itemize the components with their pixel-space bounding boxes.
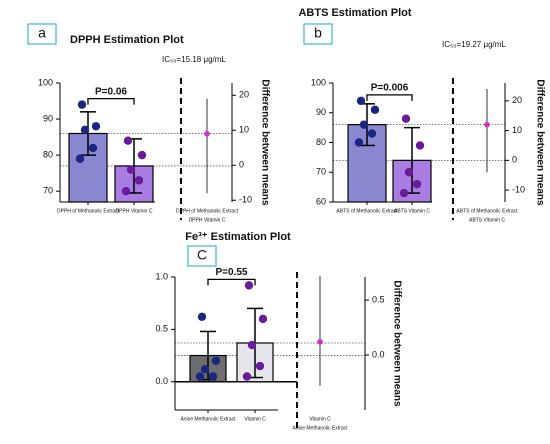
data-point: [255, 361, 265, 371]
data-point: [121, 186, 131, 196]
data-point: [208, 372, 218, 381]
y-tick-label: 60: [316, 196, 326, 206]
y-tick-label: 1.0: [155, 271, 168, 281]
y2-tick-label: 0.0: [372, 349, 385, 359]
y-tick-label: 0.5: [155, 324, 168, 334]
data-point: [404, 168, 414, 177]
data-point: [412, 179, 422, 189]
y-tick-label: 90: [43, 113, 53, 123]
difference-label: DPPH of Methanolic Extract: [176, 208, 239, 214]
y-tick-label: 70: [43, 186, 53, 196]
data-point: [359, 120, 369, 129]
data-point: [244, 281, 254, 290]
y2-tick-label: 20: [512, 95, 522, 105]
data-point: [370, 105, 380, 114]
data-point: [399, 188, 409, 198]
p-value: P=0.06: [95, 86, 127, 97]
data-point: [247, 340, 257, 350]
y2-tick-label: 0.5: [372, 294, 385, 304]
p-bracket: [87, 97, 135, 105]
data-point: [80, 125, 90, 135]
data-point: [415, 141, 425, 150]
y2-axis-title: Difference between means: [534, 79, 545, 206]
data-point: [134, 176, 144, 185]
y-tick-label: 100: [311, 77, 326, 87]
difference-point: [317, 339, 323, 345]
x-tick-label: DPPH Vitamin C: [116, 208, 153, 214]
data-point: [367, 129, 377, 138]
panel-title: DPPH Estimation Plot: [70, 34, 184, 46]
data-point: [211, 356, 221, 365]
p-bracket: [207, 278, 256, 286]
difference-label: Vitamin C: [309, 416, 331, 422]
difference-point: [204, 130, 210, 137]
data-point: [200, 364, 210, 374]
y2-tick-label: 0: [239, 160, 244, 170]
x-tick-label: ABTS Vitamin C: [394, 208, 430, 214]
panel-label-box: [303, 23, 333, 45]
y2-tick-label: -10: [239, 195, 252, 205]
panel-label: C: [197, 247, 207, 263]
data-point: [354, 138, 364, 147]
data-point: [258, 314, 268, 324]
x-tick-label: Anise Methanolic Extract: [180, 416, 236, 422]
panel-label-box: [27, 23, 57, 45]
y-tick-label: 90: [316, 107, 326, 117]
data-point: [88, 143, 98, 153]
data-point: [401, 114, 411, 123]
data-point: [195, 372, 205, 381]
data-point: [137, 150, 147, 160]
y2-tick-label: -10: [512, 184, 525, 194]
difference-label: Anise Methanolic Extract: [292, 425, 348, 431]
data-point: [356, 96, 366, 106]
data-point: [91, 122, 101, 131]
p-value: P=0.55: [216, 267, 248, 278]
y2-axis-title: Difference between means: [391, 280, 402, 407]
panel-title: ABTS Estimation Plot: [298, 7, 411, 19]
difference-label: DPPH Vitamin C: [189, 217, 226, 223]
difference-point: [484, 121, 490, 128]
panel-label: b: [314, 25, 322, 41]
x-tick-label: ABTS of Methanolic Extract: [336, 208, 398, 214]
annotation: IC₅₀=15.18 μg/mL: [162, 55, 226, 64]
y2-tick-label: 10: [239, 125, 249, 135]
y-tick-label: 80: [43, 149, 53, 159]
panel-label: a: [38, 25, 46, 41]
difference-label: ABTS Vitamin C: [469, 217, 505, 223]
data-point: [197, 312, 207, 321]
data-point: [77, 100, 87, 109]
x-tick-label: Vitamin C: [244, 416, 266, 422]
y2-tick-label: 10: [512, 125, 522, 135]
y2-tick-label: 20: [239, 90, 249, 100]
panel-title: Fe³⁺ Estimation Plot: [185, 231, 291, 243]
data-point: [242, 372, 252, 381]
x-tick-label: DPPH of Methanolic Extract: [57, 208, 120, 214]
annotation: IC₅₀=19.27 μg/mL: [442, 40, 506, 49]
p-bracket: [366, 94, 413, 101]
y-tick-label: 100: [38, 77, 53, 87]
difference-label: ABTS of Methanolic Extract: [456, 208, 518, 214]
data-point: [75, 154, 85, 163]
p-value: P=0.006: [371, 82, 409, 93]
data-point: [123, 136, 133, 145]
y-tick-label: 70: [316, 167, 326, 177]
panel-label-box: [187, 245, 217, 267]
y2-axis-title: Difference between means: [259, 79, 270, 206]
data-point: [126, 165, 136, 174]
y-tick-label: 0.0: [155, 376, 168, 386]
y2-tick-label: 0: [512, 155, 517, 165]
y-tick-label: 80: [316, 137, 326, 147]
